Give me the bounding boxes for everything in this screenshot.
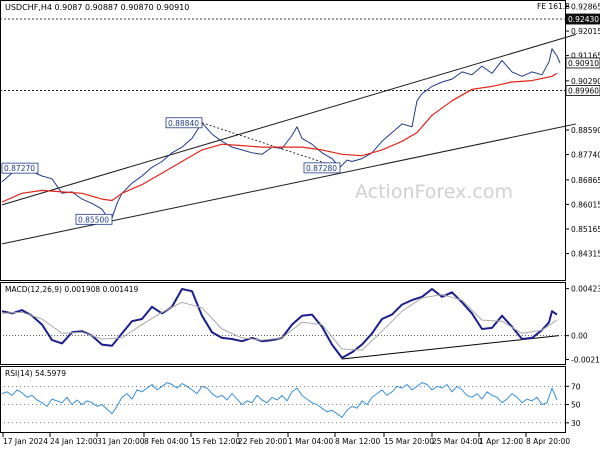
price-annotation-box bbox=[75, 213, 113, 225]
x-tick-label: 8 Feb 04:00 bbox=[144, 437, 189, 446]
x-tick-label: 8 Apr 20:00 bbox=[526, 437, 570, 446]
x-tick-label: 1 Apr 12:00 bbox=[479, 437, 523, 446]
rsi-series-line bbox=[1, 382, 558, 418]
price-annotation-box bbox=[1, 162, 39, 174]
price-tick-label: 0.90290 bbox=[571, 77, 600, 86]
macd-label: MACD(12,26,9) 0.001908 0.001419 bbox=[5, 285, 139, 294]
price-annotation-label: 0.87280 bbox=[306, 164, 337, 173]
price-tick-label: 0.86015 bbox=[571, 200, 600, 209]
signal-series-line bbox=[1, 294, 558, 351]
price-annotation-label: 0.85500 bbox=[78, 215, 109, 224]
boxed-level-tag bbox=[565, 57, 600, 69]
channel-line bbox=[1, 33, 577, 206]
x-tick-label: 8 Mar 12:00 bbox=[335, 437, 381, 446]
rsi-tick-label: 30 bbox=[571, 419, 581, 428]
x-tick-label: 31 Jan 20:00 bbox=[97, 437, 145, 446]
x-tick-label: 22 Feb 20:00 bbox=[238, 437, 287, 446]
price-tick-label: 0.87740 bbox=[571, 151, 600, 160]
price-tick-label: 0.88590 bbox=[571, 126, 600, 135]
macd-tick-label: 0.00 bbox=[571, 332, 588, 341]
boxed-level-label: 0.89960 bbox=[568, 86, 599, 95]
macd-tick-label: -0.002142 bbox=[571, 355, 600, 364]
rsi-panel-frame bbox=[0, 366, 566, 433]
x-tick-label: 15 Mar 20:00 bbox=[384, 437, 434, 446]
macd-series-line bbox=[1, 288, 558, 359]
price-panel-frame bbox=[0, 0, 566, 281]
boxed-level-tag bbox=[565, 13, 600, 25]
rsi-tick-label: 70 bbox=[571, 382, 581, 391]
swing-dashed-line bbox=[201, 122, 341, 169]
price-tick-label: 0.85165 bbox=[571, 225, 600, 234]
price-annotation-label: 0.87270 bbox=[4, 164, 35, 173]
ma-series-line bbox=[1, 72, 558, 203]
x-tick-label: 1 Mar 04:00 bbox=[288, 437, 334, 446]
boxed-level-label: 0.92430 bbox=[568, 15, 599, 24]
price-annotation-box bbox=[303, 162, 341, 174]
macd-layer bbox=[0, 288, 565, 360]
x-tick-label: 25 Mar 04:00 bbox=[432, 437, 482, 446]
x-tick-label: 17 Jan 2024 bbox=[3, 437, 48, 446]
rsi-label: RSI(14) 54.5979 bbox=[5, 369, 66, 378]
price-tick-label: 0.92865 bbox=[571, 2, 600, 11]
fe-label: FE 161.8 bbox=[537, 2, 570, 11]
macd-tick-label: 0.004237 bbox=[571, 285, 600, 294]
price-layer: 0.87270 0.85500 0.88840 0.87280 bbox=[0, 18, 577, 245]
x-tick-label: 24 Jan 12:00 bbox=[50, 437, 98, 446]
price-tick-label: 0.84315 bbox=[571, 250, 600, 259]
rsi-tick-label: 50 bbox=[571, 401, 581, 410]
boxed-level-tag bbox=[565, 85, 600, 96]
macd-panel-frame bbox=[0, 282, 566, 365]
price-tick-label: 0.92015 bbox=[571, 27, 600, 36]
price-tick-label: 0.91165 bbox=[571, 52, 600, 61]
price-series-line bbox=[1, 48, 561, 219]
symbol-header: USDCHF,H4 0.9087 0.90887 0.90870 0.90910 bbox=[5, 3, 189, 12]
watermark: ActionForex.com bbox=[355, 181, 513, 203]
boxed-level-label: 0.90910 bbox=[568, 59, 599, 68]
rsi-layer bbox=[0, 382, 565, 424]
x-tick-label: 15 Feb 12:00 bbox=[191, 437, 240, 446]
price-annotation-label: 0.88840 bbox=[168, 119, 199, 128]
price-annotation-box bbox=[165, 117, 203, 129]
price-tick-label: 0.86865 bbox=[571, 176, 600, 185]
